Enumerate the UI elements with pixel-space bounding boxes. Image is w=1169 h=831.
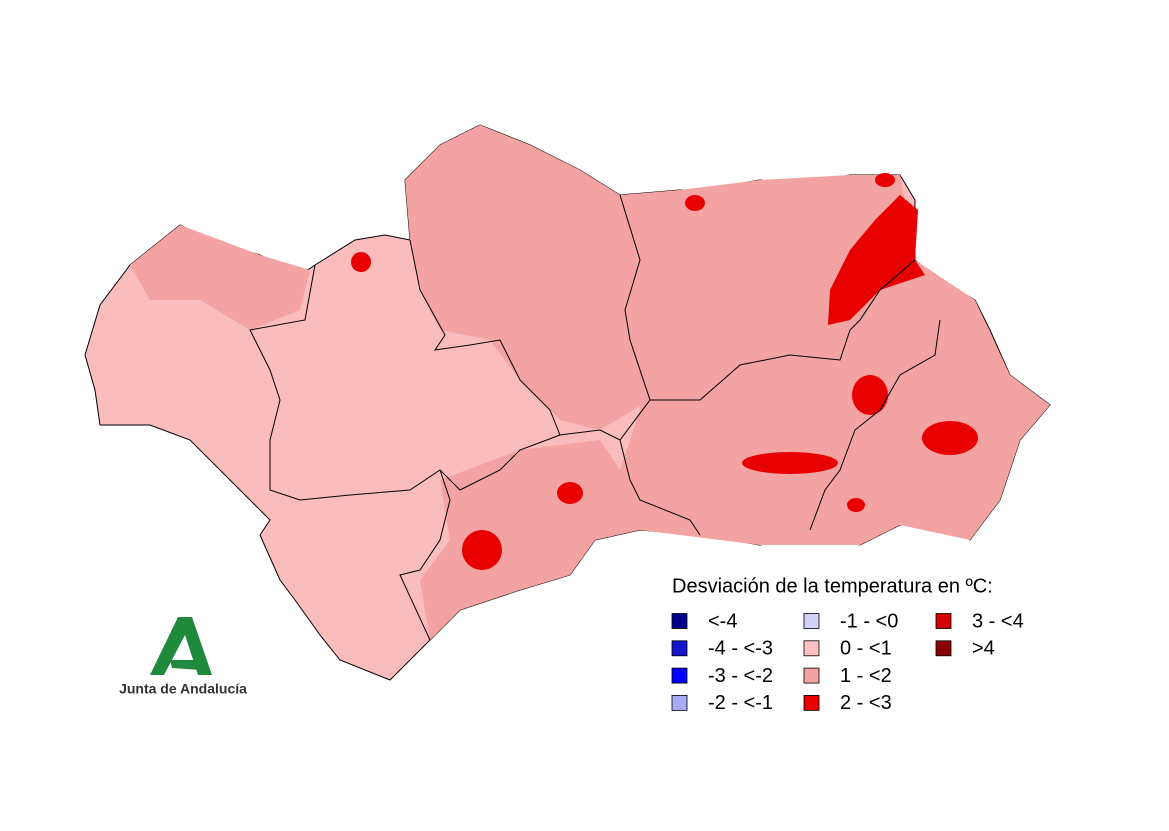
logo: Junta de Andalucía [119,617,247,697]
legend-label: >4 [972,638,995,660]
legend-label: -1 - <0 [840,610,898,632]
area [922,421,978,455]
legend-swatch [803,640,820,657]
border [399,469,451,641]
legend-label: 1 - <2 [840,665,892,687]
logo-mark [170,660,200,670]
legend-swatch [671,667,688,684]
legend-label: -3 - <-2 [708,665,773,687]
area [852,375,888,415]
border [619,194,651,401]
area [130,225,310,330]
legend-label: 0 - <1 [840,638,892,660]
area [405,125,650,430]
area [462,530,502,570]
legend-swatch [671,640,688,657]
border [809,319,941,531]
area [828,195,925,325]
area [351,252,371,272]
logo-mark [150,617,212,675]
legend-label: -2 - <-1 [708,692,773,714]
legend-label: 2 - <3 [840,692,892,714]
border [249,264,561,501]
legend-swatch [803,667,820,684]
legend-label: 3 - <4 [972,610,1024,632]
legend-swatch [803,613,820,629]
border [619,439,701,536]
legend-swatch [671,695,688,711]
border [409,239,916,441]
hot-areas [351,173,978,570]
province-borders [249,194,941,641]
legend: Desviación de la temperatura en ºC: <-4 -… [671,575,1024,714]
area [685,195,705,211]
logo-text: Junta de Andalucía [119,681,247,697]
legend-swatch [803,695,820,711]
area [742,452,838,474]
legend-swatch [935,613,952,629]
area [557,482,583,504]
legend-title: Desviación de la temperatura en ºC: [672,575,993,597]
legend-label: <-4 [708,610,737,632]
legend-swatch [935,640,952,657]
region-map [84,124,1051,681]
area [875,173,895,187]
legend-label: -4 - <-3 [708,638,773,660]
area [420,440,640,640]
area [847,498,865,512]
legend-swatch [671,613,688,629]
